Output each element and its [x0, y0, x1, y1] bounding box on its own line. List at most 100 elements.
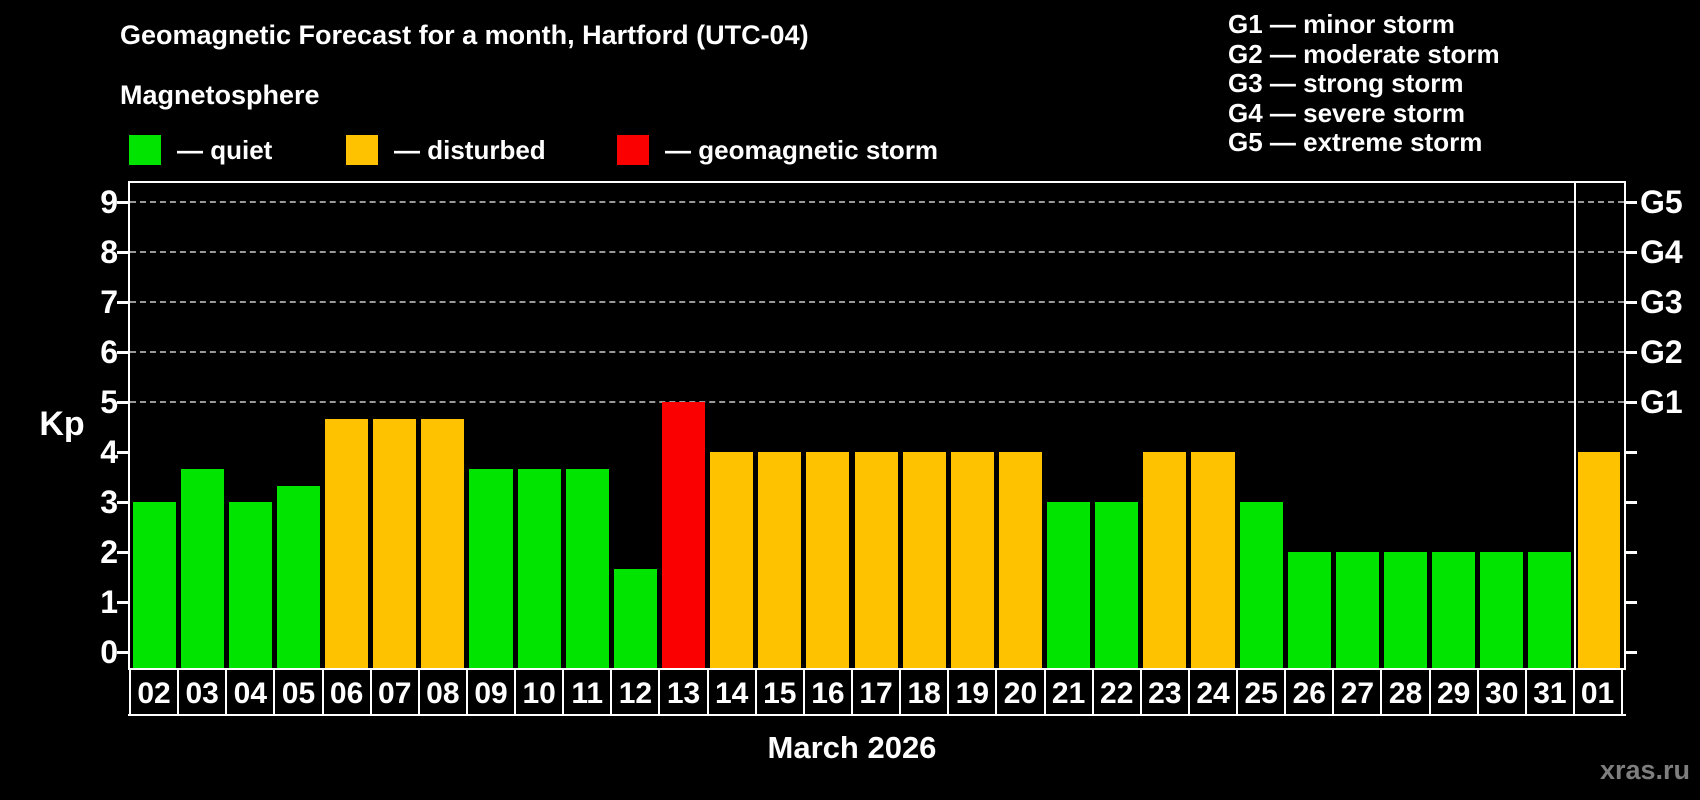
date-cell-separator — [1139, 670, 1142, 716]
legend-item-storm: — geomagnetic storm — [617, 135, 938, 165]
left-tick-kp-4 — [117, 451, 130, 454]
bar-day-30 — [1480, 552, 1524, 668]
bar-day-15 — [758, 452, 802, 668]
page-title: Geomagnetic Forecast for a month, Hartfo… — [120, 20, 809, 50]
date-cell-separator — [129, 670, 131, 716]
bar-day-21 — [1047, 502, 1091, 668]
date-label-26: 26 — [1292, 677, 1326, 710]
date-cell-separator — [1043, 670, 1046, 716]
legend-label-disturbed: — disturbed — [394, 134, 546, 165]
bar-day-22 — [1095, 502, 1139, 668]
bar-day-01 — [1578, 452, 1620, 668]
bar-day-26 — [1287, 552, 1331, 668]
y-axis-label-5: 5 — [100, 384, 118, 420]
date-label-17: 17 — [859, 677, 893, 710]
right-tick-kp-2 — [1624, 551, 1637, 554]
date-label-21: 21 — [1051, 677, 1086, 710]
y-axis-label-7: 7 — [100, 284, 118, 320]
date-label-10: 10 — [522, 677, 556, 710]
legend-label-quiet: — quiet — [177, 134, 273, 165]
g2-legend-line: G2 — moderate storm — [1228, 38, 1500, 69]
date-cell-separator — [562, 670, 565, 716]
date-cell-separator — [1187, 670, 1190, 716]
date-cell-separator — [273, 670, 276, 716]
date-cell-separator — [1236, 670, 1239, 716]
g-scale-label-G3: G3 — [1640, 284, 1683, 320]
date-label-01: 01 — [1580, 677, 1615, 710]
y-axis-title: Kp — [39, 405, 85, 443]
date-label-22: 22 — [1100, 677, 1134, 710]
legend-item-disturbed: — disturbed — [346, 135, 546, 165]
right-tick-kp-4 — [1624, 451, 1637, 454]
date-label-31: 31 — [1533, 677, 1567, 710]
date-label-13: 13 — [666, 677, 701, 710]
y-axis-label-3: 3 — [100, 484, 118, 520]
date-label-20: 20 — [1003, 677, 1038, 710]
date-row-bottom-line — [128, 714, 1626, 716]
bar-day-12 — [613, 568, 657, 668]
date-cell-separator — [802, 670, 805, 716]
bar-day-27 — [1335, 552, 1379, 668]
date-cell-separator — [321, 670, 324, 716]
disturbed-color-swatch — [346, 135, 378, 165]
storm-color-swatch — [617, 135, 649, 165]
date-cell-separator — [706, 670, 709, 716]
bar-day-08 — [421, 418, 465, 668]
date-label-18: 18 — [907, 677, 941, 710]
date-cell-separator — [851, 670, 853, 716]
bar-day-06 — [325, 418, 369, 668]
right-tick-kp-3 — [1624, 501, 1637, 504]
date-label-15: 15 — [763, 677, 797, 710]
date-cell-separator — [1284, 670, 1287, 716]
bar-day-17 — [854, 452, 898, 668]
date-label-30: 30 — [1485, 677, 1519, 710]
bar-day-09 — [469, 468, 513, 668]
left-tick-kp-6 — [117, 351, 130, 354]
left-tick-kp-8 — [117, 251, 130, 254]
date-label-05: 05 — [281, 677, 316, 710]
date-cell-separator — [1524, 670, 1527, 716]
y-axis-label-2: 2 — [100, 534, 118, 570]
date-label-04: 04 — [233, 677, 268, 710]
y-axis-label-4: 4 — [100, 434, 118, 470]
left-tick-kp-0 — [117, 651, 130, 654]
date-cell-separator — [754, 670, 757, 716]
g3-legend-line: G3 — strong storm — [1228, 68, 1464, 98]
date-label-02: 02 — [137, 677, 171, 710]
date-cell-separator — [610, 670, 613, 716]
date-label-12: 12 — [618, 677, 653, 710]
bar-day-05 — [276, 485, 321, 668]
date-label-23: 23 — [1148, 677, 1182, 710]
date-label-25: 25 — [1244, 677, 1278, 710]
date-label-19: 19 — [955, 677, 990, 710]
date-label-16: 16 — [811, 677, 845, 710]
bar-day-02 — [132, 502, 176, 668]
date-label-28: 28 — [1388, 677, 1423, 710]
left-tick-kp-7 — [117, 301, 130, 304]
g4-legend-line: G4 — severe storm — [1228, 97, 1466, 128]
date-cell-separator — [1428, 670, 1431, 716]
date-label-11: 11 — [571, 677, 604, 710]
left-tick-kp-2 — [117, 551, 130, 554]
date-cell-separator — [995, 670, 998, 716]
bar-day-10 — [517, 468, 561, 668]
date-cell-separator — [658, 670, 661, 716]
g5-legend-line: G5 — extreme storm — [1228, 127, 1483, 157]
bar-day-14 — [710, 452, 754, 668]
right-tick-kp-1 — [1624, 601, 1637, 604]
g-scale-label-G4: G4 — [1640, 234, 1683, 270]
date-label-06: 06 — [329, 677, 364, 710]
date-cell-separator — [1621, 670, 1623, 716]
y-axis-label-9: 9 — [100, 184, 118, 220]
date-cell-separator — [514, 670, 517, 716]
left-tick-kp-1 — [117, 601, 130, 604]
date-cell-separator — [1380, 670, 1383, 716]
date-label-27: 27 — [1340, 677, 1375, 710]
left-tick-kp-3 — [117, 501, 130, 504]
bar-day-29 — [1432, 552, 1476, 668]
left-tick-kp-5 — [117, 401, 130, 404]
bar-day-23 — [1143, 452, 1187, 668]
right-tick-kp-9 — [1624, 201, 1637, 204]
gridline-kp-6 — [130, 351, 1624, 353]
